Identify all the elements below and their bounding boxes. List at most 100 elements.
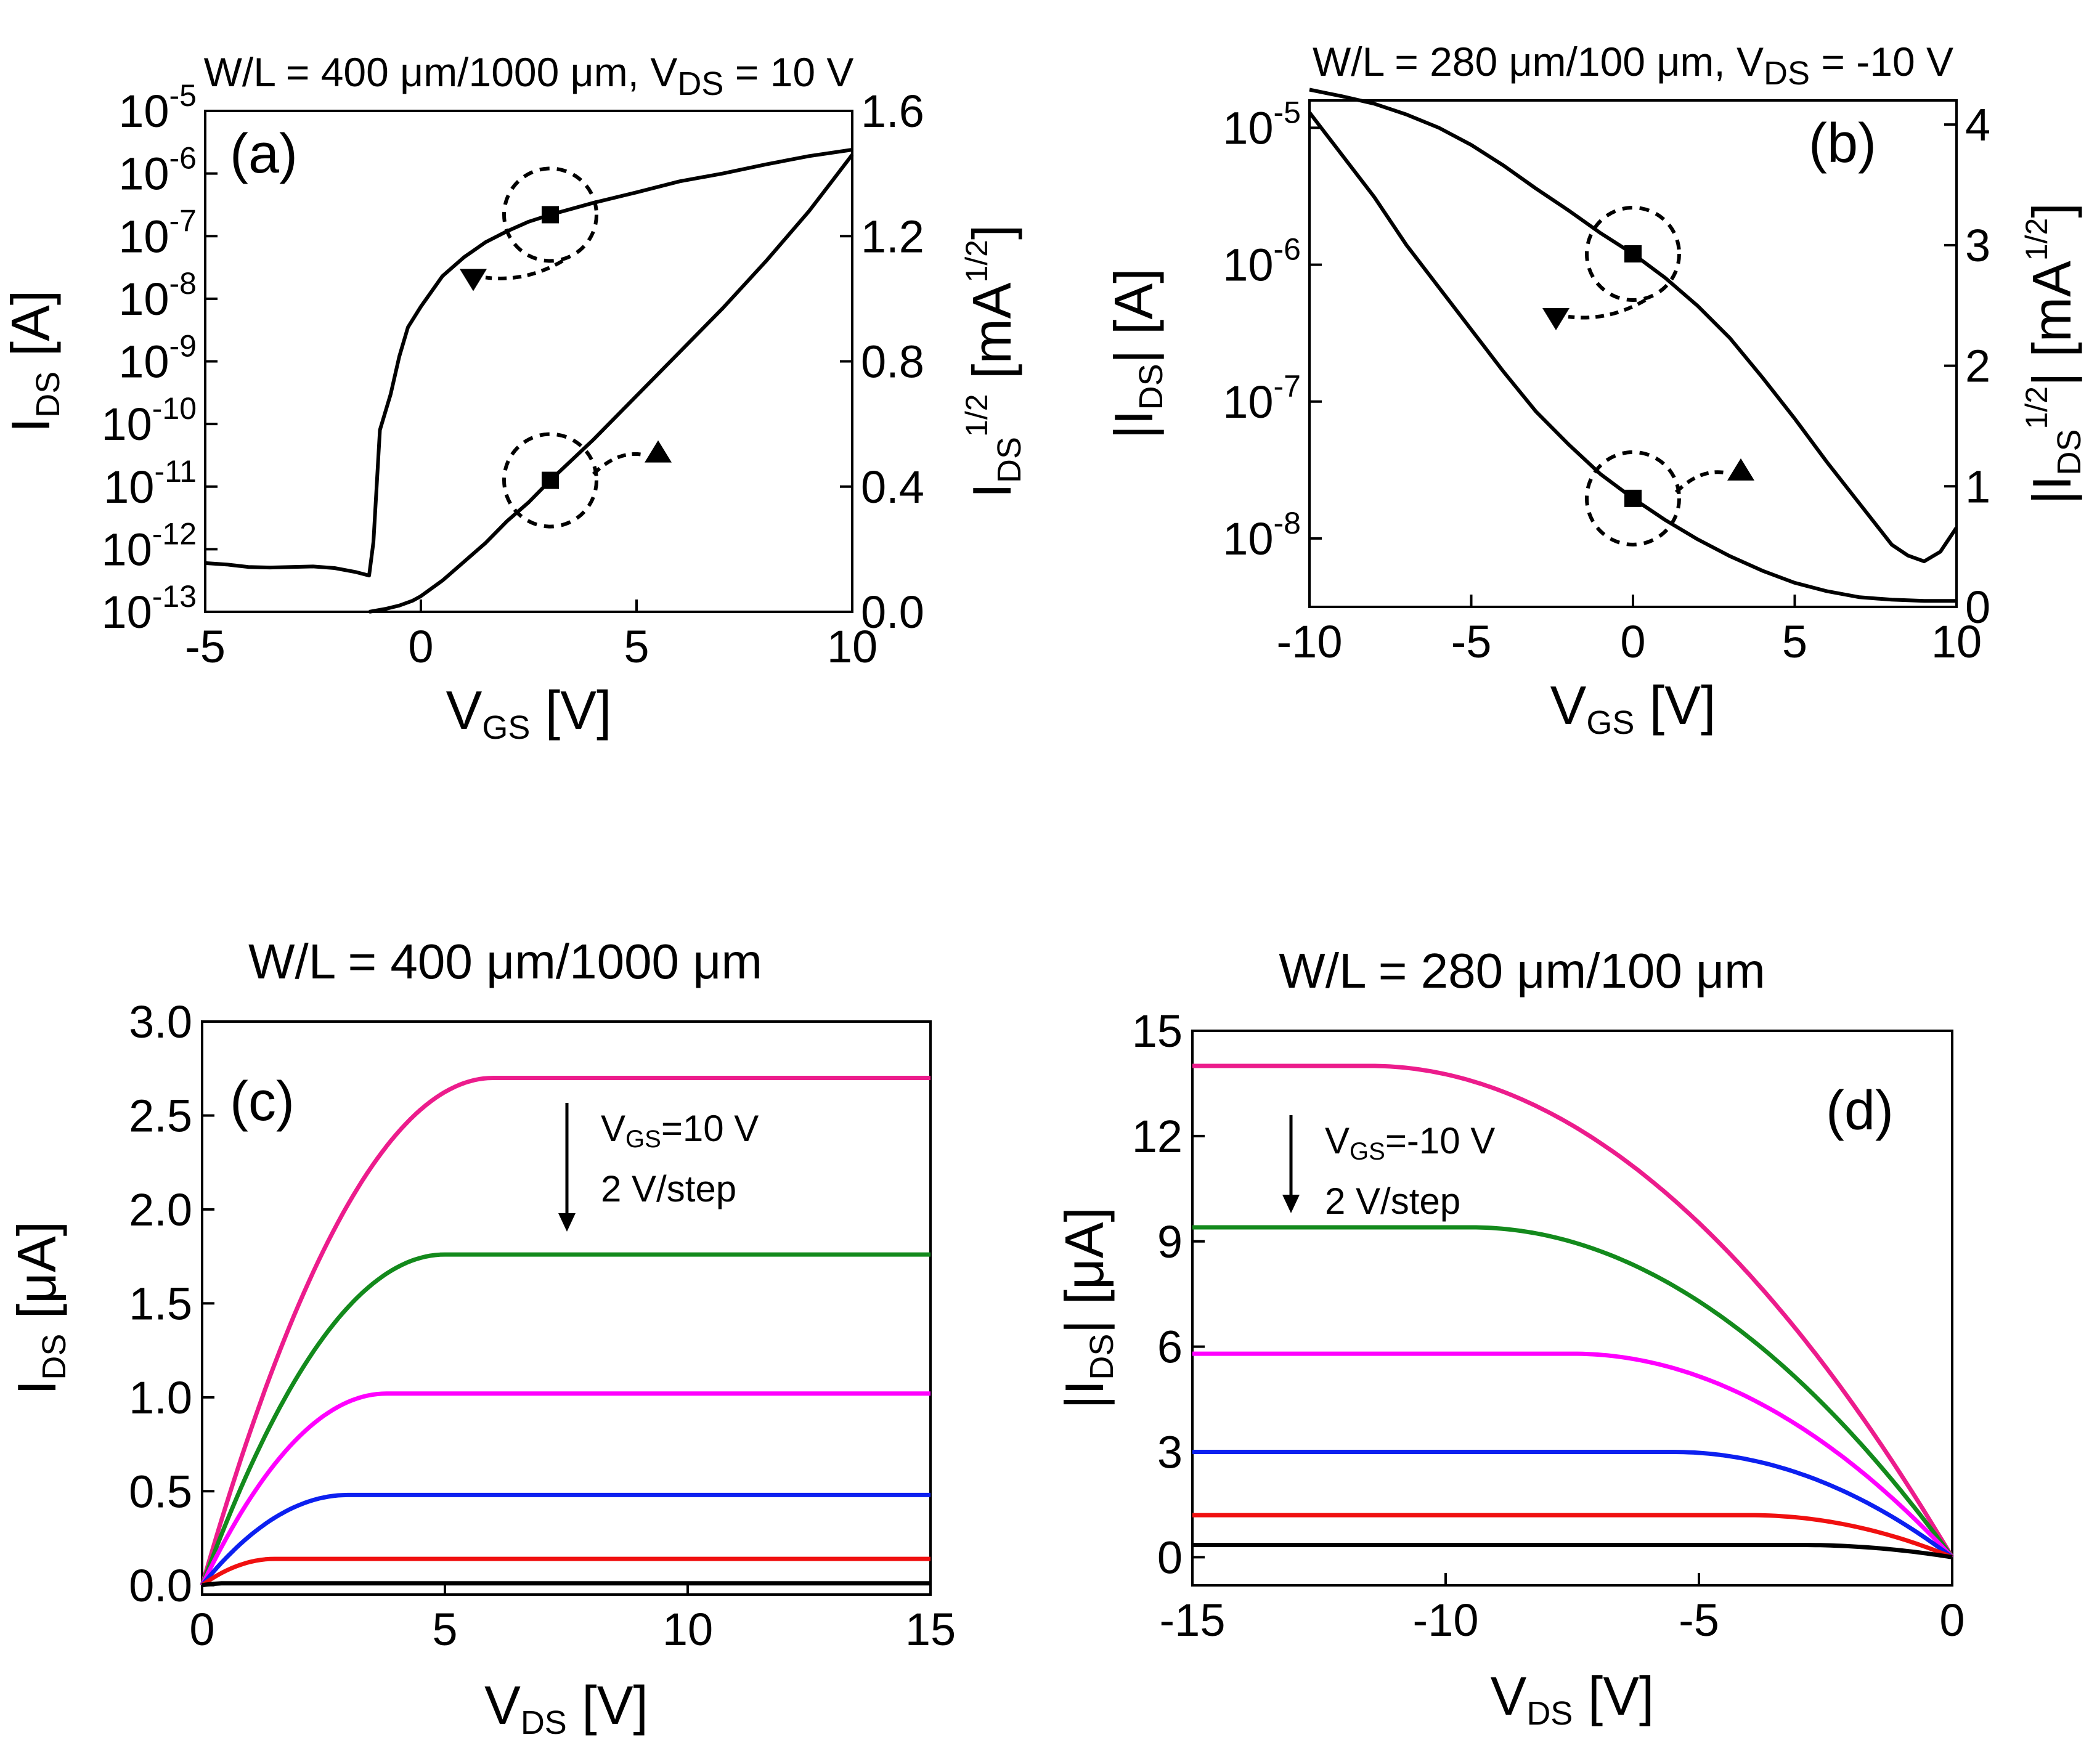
panel-a-yleft-tick-label: 10-10	[101, 391, 197, 450]
panel-c-title: W/L = 400 μm/1000 μm	[248, 934, 762, 989]
panel-b-yleft-tick-label: 10-8	[1223, 506, 1301, 564]
panel-a-marker-circle	[502, 432, 598, 529]
panel-d-x-tick-label: -15	[1160, 1595, 1226, 1646]
panel-b-yright-tick-label: 0	[1965, 582, 1990, 633]
panel-c-series-vgs-8-v	[200, 1252, 930, 1587]
panel-d-xlabel: VDS [V]	[1491, 1665, 1655, 1732]
panel-d-series-vgs-8-v	[1192, 1225, 1954, 1559]
panel-a-yleft-tick-label: 10-8	[118, 266, 197, 325]
panel-d-y-tick-label: 0	[1157, 1532, 1183, 1583]
panel-b-marker-circle	[1585, 450, 1681, 547]
panel-c-y-tick-label: 3.0	[129, 996, 192, 1047]
panel-c-series-vgs-0-v	[202, 1581, 930, 1588]
panel-b-series-log-curve	[1309, 87, 1958, 564]
panel-c-y-tick-label: 1.0	[129, 1372, 192, 1423]
panel-a-xlabel: VGS [V]	[446, 680, 612, 746]
panel-a-title: W/L = 400 μm/1000 μm, VDS = 10 V	[204, 49, 854, 102]
panel-a-label: (a)	[230, 123, 298, 185]
panel-a-yleft-tick-label: 10-9	[118, 329, 197, 388]
panel-b-label: (b)	[1809, 113, 1876, 174]
panel-a-yright-tick-label: 1.6	[861, 86, 924, 137]
panel-a-yright-tick-label: 0.0	[861, 587, 924, 638]
panel-b-yleft-tick-label: 10-5	[1223, 95, 1301, 153]
panel-c-ylabel: IDS [μA]	[6, 1221, 73, 1395]
panel-a-x-tick-label: 10	[827, 621, 877, 672]
panel-a-ylabel-left: IDS [A]	[0, 290, 67, 433]
panel-a-yright-tick-label: 0.8	[861, 336, 924, 388]
panel-b-xlabel: VGS [V]	[1550, 675, 1716, 741]
panel-c-y-tick-label: 0.5	[129, 1466, 192, 1517]
panel-a-marker-circle	[502, 166, 598, 263]
panel-a-yright-tick-label: 1.2	[861, 211, 924, 262]
panel-d-series-vgs-0-v	[1192, 1543, 1953, 1559]
panel-a-plot-frame	[204, 110, 853, 613]
panel-a-ylabel-right: IDS1/2 [mA1/2]	[959, 225, 1028, 498]
panel-b-marker-down-triangle	[1542, 308, 1570, 331]
panel-d-label: (d)	[1826, 1080, 1894, 1142]
panel-a-marker-square	[542, 206, 559, 224]
panel-d-plot-frame	[1191, 1030, 1953, 1587]
panel-b-x-tick-label: -5	[1451, 616, 1492, 667]
panel-b-marker-square	[1624, 489, 1642, 507]
panel-c-x-tick-label: 0	[189, 1604, 214, 1655]
panel-d-x-tick-label: -10	[1413, 1595, 1479, 1646]
panel-b-x-tick-label: -10	[1277, 616, 1343, 667]
panel-a-yleft-tick-label: 10-13	[101, 579, 197, 638]
panel-a-yleft-tick-label: 10-11	[104, 454, 197, 513]
panel-a: -5 0 5 1010-510-610-710-810-910-1010-1110-1…	[0, 49, 1028, 746]
panel-b-plot-frame	[1308, 99, 1958, 608]
panel-a-x-tick-label: -5	[185, 621, 226, 672]
panel-d-series-vgs-10-v	[1192, 1063, 1955, 1559]
panel-c-annotation-arrowhead	[558, 1213, 576, 1232]
panel-a-yleft-tick-label: 10-7	[118, 203, 197, 262]
panel-b-marker-circle	[1585, 206, 1681, 303]
panel-b-x-tick-label: 10	[1931, 616, 1982, 667]
panel-d-x-tick-label: -5	[1679, 1595, 1719, 1646]
panel-d-ylabel: |IDS| [μA]	[1054, 1207, 1120, 1409]
panel-d-y-tick-label: 9	[1157, 1216, 1183, 1267]
panel-c-series-vgs-6-v	[200, 1391, 930, 1587]
panel-b-yright-tick-label: 3	[1965, 220, 1990, 271]
panel-d-annotation-arrowhead	[1282, 1195, 1300, 1213]
panel-c-x-tick-label: 5	[432, 1604, 457, 1655]
panel-c: 0 5 10 15 0.0 0.5 1.0 1.5 2.0 2.5 3.0 (c) VGS=10 V 2 …	[6, 934, 956, 1741]
panel-b-ylabel-right: |IDS1/2| [mA1/2]	[2019, 203, 2088, 505]
panel-d-series-vgs-4-v	[1192, 1450, 1954, 1559]
panel-c-series-vgs-2-v	[201, 1556, 930, 1587]
panel-b-x-tick-label: 5	[1782, 616, 1807, 667]
panel-c-annotation-step: 2 V/step	[601, 1168, 736, 1209]
panel-c-series-vgs-10-v	[200, 1076, 930, 1586]
panel-c-y-tick-label: 2.0	[129, 1184, 192, 1235]
panel-a-marker-arrow	[592, 452, 645, 476]
panel-a-marker-up-triangle	[645, 440, 672, 463]
panel-d-y-tick-label: 12	[1132, 1111, 1183, 1162]
panel-b-marker-arrow	[1568, 298, 1647, 320]
panel-c-series-vgs-4-v	[200, 1492, 930, 1587]
panel-d: -15 -10 -5 0 0 3 6 9 12 15 (d) VGS=-10 V 2 V/step W/L…	[1054, 943, 1965, 1732]
panel-c-plot-frame	[201, 1020, 932, 1596]
panel-a-x-tick-label: 0	[408, 621, 433, 672]
panel-b-marker-square	[1624, 245, 1642, 263]
panel-a-series-log-curve	[205, 148, 853, 578]
panel-d-annotation-vgs: VGS=-10 V	[1325, 1120, 1495, 1165]
panel-a-x-tick-label: 5	[624, 621, 649, 672]
panel-b-marker-up-triangle	[1727, 458, 1754, 481]
panel-b-yright-tick-label: 2	[1965, 341, 1990, 392]
panel-b-marker-arrow	[1674, 470, 1728, 494]
panel-d-series-vgs-2-v	[1192, 1513, 1953, 1559]
panel-d-y-tick-label: 3	[1157, 1427, 1183, 1478]
panel-a-marker-down-triangle	[460, 269, 487, 291]
panel-c-xlabel: VDS [V]	[484, 1675, 648, 1741]
panel-b-series-sqrt-curve	[1308, 111, 1957, 603]
panel-b-x-tick-label: 0	[1620, 616, 1645, 667]
panel-c-annotation-vgs: VGS=10 V	[601, 1108, 759, 1153]
panel-b-yright-tick-label: 1	[1965, 461, 1990, 512]
panel-c-y-tick-label: 1.5	[129, 1278, 192, 1329]
panel-a-yleft-tick-label: 10-12	[101, 516, 197, 575]
panel-d-annotation-step: 2 V/step	[1325, 1181, 1460, 1222]
panel-a-series-sqrt-curve	[369, 153, 854, 614]
panel-c-x-tick-label: 15	[905, 1604, 956, 1655]
panel-b-title: W/L = 280 μm/100 μm, VDS = -10 V	[1313, 39, 1953, 92]
panel-b-yleft-tick-label: 10-7	[1223, 369, 1301, 428]
